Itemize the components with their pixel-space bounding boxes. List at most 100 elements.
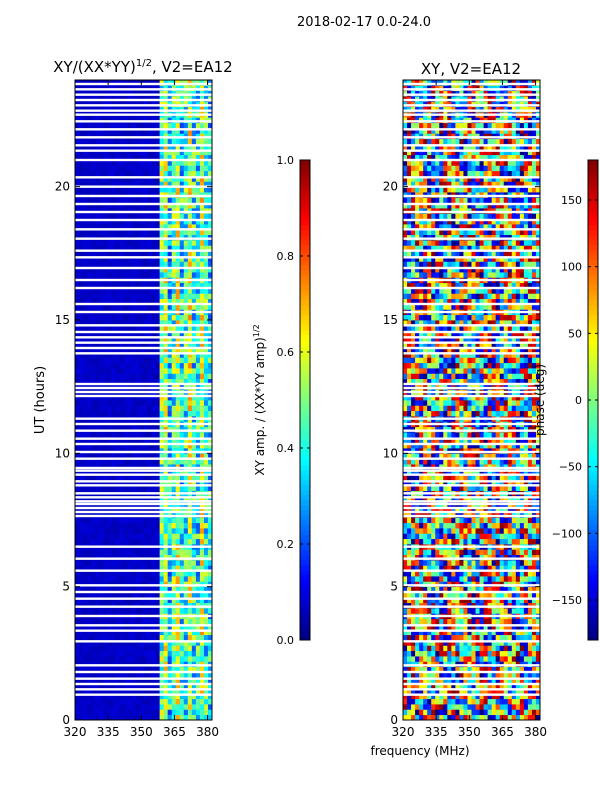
heatmap-cell xyxy=(115,437,120,444)
heatmap-cell xyxy=(131,629,136,636)
heatmap-cell xyxy=(131,213,136,220)
heatmap-cell xyxy=(167,528,173,534)
heatmap-cell xyxy=(143,320,148,326)
heatmap-cell xyxy=(127,128,132,134)
heatmap-cell xyxy=(451,618,456,625)
flagged-row xyxy=(75,450,212,454)
colorbar-segment xyxy=(300,470,310,476)
heatmap-cell xyxy=(155,714,161,721)
flagged-row xyxy=(75,605,212,608)
heatmap-cell xyxy=(131,576,136,582)
heatmap-cell xyxy=(83,266,88,273)
heatmap-cell xyxy=(199,522,205,529)
heatmap-cell xyxy=(103,592,108,598)
heatmap-cell xyxy=(419,698,424,705)
heatmap-cell xyxy=(151,144,156,150)
heatmap-cell xyxy=(187,592,193,598)
heatmap-cell xyxy=(167,496,173,502)
heatmap-cell xyxy=(75,336,80,342)
heatmap-cell xyxy=(207,229,213,236)
heatmap-cell xyxy=(163,624,169,630)
heatmap-cell xyxy=(95,469,100,476)
heatmap-cell xyxy=(91,304,96,310)
heatmap-cell xyxy=(519,629,525,636)
heatmap-cell xyxy=(139,629,144,636)
heatmap-cell xyxy=(199,186,205,193)
heatmap-cell xyxy=(131,682,136,689)
heatmap-cell xyxy=(167,656,173,662)
heatmap-cell xyxy=(91,485,96,492)
heatmap-cell xyxy=(191,656,197,662)
heatmap-cell xyxy=(195,693,201,700)
heatmap-cell xyxy=(131,304,136,310)
heatmap-cell xyxy=(451,698,456,705)
heatmap-cell xyxy=(179,506,185,513)
heatmap-cell xyxy=(191,138,197,145)
heatmap-cell xyxy=(91,170,96,177)
heatmap-cell xyxy=(187,538,193,545)
heatmap-cell xyxy=(151,405,156,412)
heatmap-cell xyxy=(167,202,173,209)
heatmap-cell xyxy=(187,378,193,385)
heatmap-cell xyxy=(139,288,144,294)
colorbar-segment xyxy=(300,515,310,521)
heatmap-cell xyxy=(203,453,209,460)
heatmap-cell xyxy=(95,394,100,401)
heatmap-cell xyxy=(143,181,148,188)
heatmap-cell xyxy=(403,634,408,641)
heatmap-cell xyxy=(99,325,104,332)
heatmap-cell xyxy=(203,597,209,604)
heatmap-cell xyxy=(183,453,189,460)
heatmap-cell xyxy=(167,405,173,412)
heatmap-cell xyxy=(99,709,104,716)
colorbar-segment xyxy=(300,160,310,166)
heatmap-cell xyxy=(195,154,201,161)
heatmap-cell xyxy=(183,560,189,566)
heatmap-cell xyxy=(127,250,132,257)
heatmap-cell xyxy=(83,656,88,662)
heatmap-cell xyxy=(115,400,120,406)
heatmap-cell xyxy=(163,341,169,348)
heatmap-cell xyxy=(423,704,428,710)
heatmap-cell xyxy=(159,325,165,332)
heatmap-cell xyxy=(139,522,144,529)
heatmap-cell xyxy=(171,570,177,577)
heatmap-cell xyxy=(79,570,84,577)
heatmap-cell xyxy=(195,400,201,406)
heatmap-cell xyxy=(443,634,448,641)
heatmap-cell xyxy=(167,608,173,614)
heatmap-cell xyxy=(451,640,456,646)
heatmap-cell xyxy=(83,224,88,230)
heatmap-cell xyxy=(463,634,468,641)
heatmap-cell xyxy=(119,197,124,204)
y-tick-label: 0 xyxy=(62,713,70,727)
heatmap-cell xyxy=(199,197,205,204)
heatmap-cell xyxy=(131,218,136,225)
heatmap-cell xyxy=(103,640,108,646)
heatmap-cell xyxy=(99,149,104,156)
colorbar-segment xyxy=(300,315,310,321)
heatmap-cell xyxy=(195,314,201,321)
heatmap-cell xyxy=(171,597,177,604)
heatmap-cell xyxy=(103,645,108,652)
heatmap-cell xyxy=(159,138,165,145)
heatmap-cell xyxy=(139,373,144,380)
heatmap-cell xyxy=(99,474,104,481)
heatmap-cell xyxy=(139,341,144,348)
heatmap-cell xyxy=(123,176,128,182)
heatmap-cell xyxy=(143,469,148,476)
heatmap-cell xyxy=(503,688,509,694)
heatmap-cell xyxy=(451,704,456,710)
heatmap-cell xyxy=(103,453,108,460)
heatmap-cell xyxy=(103,154,108,161)
heatmap-cell xyxy=(155,240,161,246)
heatmap-cell xyxy=(167,432,173,438)
heatmap-cell xyxy=(147,378,152,385)
heatmap-cell xyxy=(191,410,197,417)
heatmap-cell xyxy=(523,618,529,625)
heatmap-cell xyxy=(155,378,161,385)
heatmap-cell xyxy=(127,160,132,166)
heatmap-cell xyxy=(139,304,144,310)
heatmap-cell xyxy=(199,533,205,540)
heatmap-cell xyxy=(191,224,197,230)
